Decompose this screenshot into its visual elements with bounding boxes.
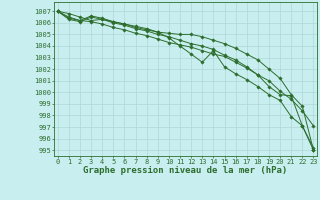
X-axis label: Graphe pression niveau de la mer (hPa): Graphe pression niveau de la mer (hPa) xyxy=(84,166,288,175)
